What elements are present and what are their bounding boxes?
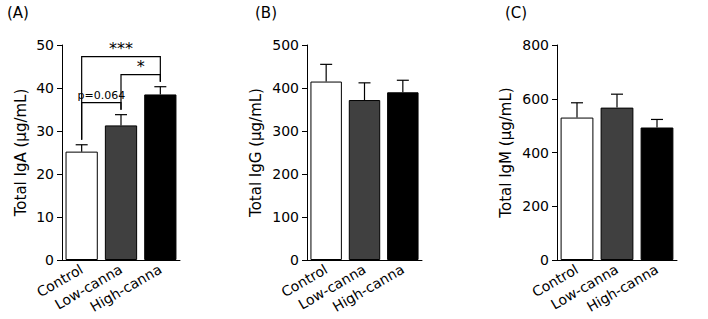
svg-text:High-canna: High-canna — [584, 261, 661, 315]
svg-text:300: 300 — [272, 123, 299, 139]
svg-text:600: 600 — [522, 91, 549, 107]
svg-text:Low-canna: Low-canna — [51, 261, 125, 313]
svg-text:***: *** — [109, 39, 133, 58]
svg-text:*: * — [137, 57, 145, 76]
svg-text:Control: Control — [529, 261, 581, 301]
svg-text:p=0.064: p=0.064 — [77, 89, 125, 102]
svg-text:Control: Control — [33, 261, 86, 301]
svg-text:0: 0 — [45, 252, 54, 268]
svg-text:20: 20 — [36, 166, 54, 182]
svg-text:800: 800 — [522, 37, 549, 53]
svg-text:High-canna: High-canna — [87, 261, 164, 315]
svg-text:200: 200 — [272, 166, 299, 182]
svg-text:40: 40 — [36, 80, 54, 96]
svg-text:Total IgG (μg/mL): Total IgG (μg/mL) — [247, 88, 265, 218]
svg-text:10: 10 — [36, 209, 54, 225]
svg-text:Low-canna: Low-canna — [547, 261, 621, 313]
svg-text:400: 400 — [272, 80, 299, 96]
svg-text:50: 50 — [36, 37, 54, 53]
svg-text:(B): (B) — [255, 4, 277, 22]
svg-text:100: 100 — [272, 209, 299, 225]
svg-text:High-canna: High-canna — [330, 261, 407, 315]
svg-text:400: 400 — [522, 145, 549, 161]
svg-text:Total IgA (μg/mL): Total IgA (μg/mL) — [12, 89, 30, 218]
svg-text:(A): (A) — [7, 4, 29, 22]
svg-text:(C): (C) — [505, 4, 527, 22]
svg-text:Low-canna: Low-canna — [295, 261, 369, 313]
svg-text:30: 30 — [36, 123, 54, 139]
svg-text:Total IgM (μg/mL): Total IgM (μg/mL) — [497, 87, 515, 218]
svg-text:Control: Control — [278, 261, 331, 301]
svg-text:0: 0 — [290, 252, 299, 268]
svg-text:500: 500 — [272, 37, 299, 53]
svg-text:0: 0 — [540, 252, 549, 268]
svg-text:200: 200 — [522, 198, 549, 214]
